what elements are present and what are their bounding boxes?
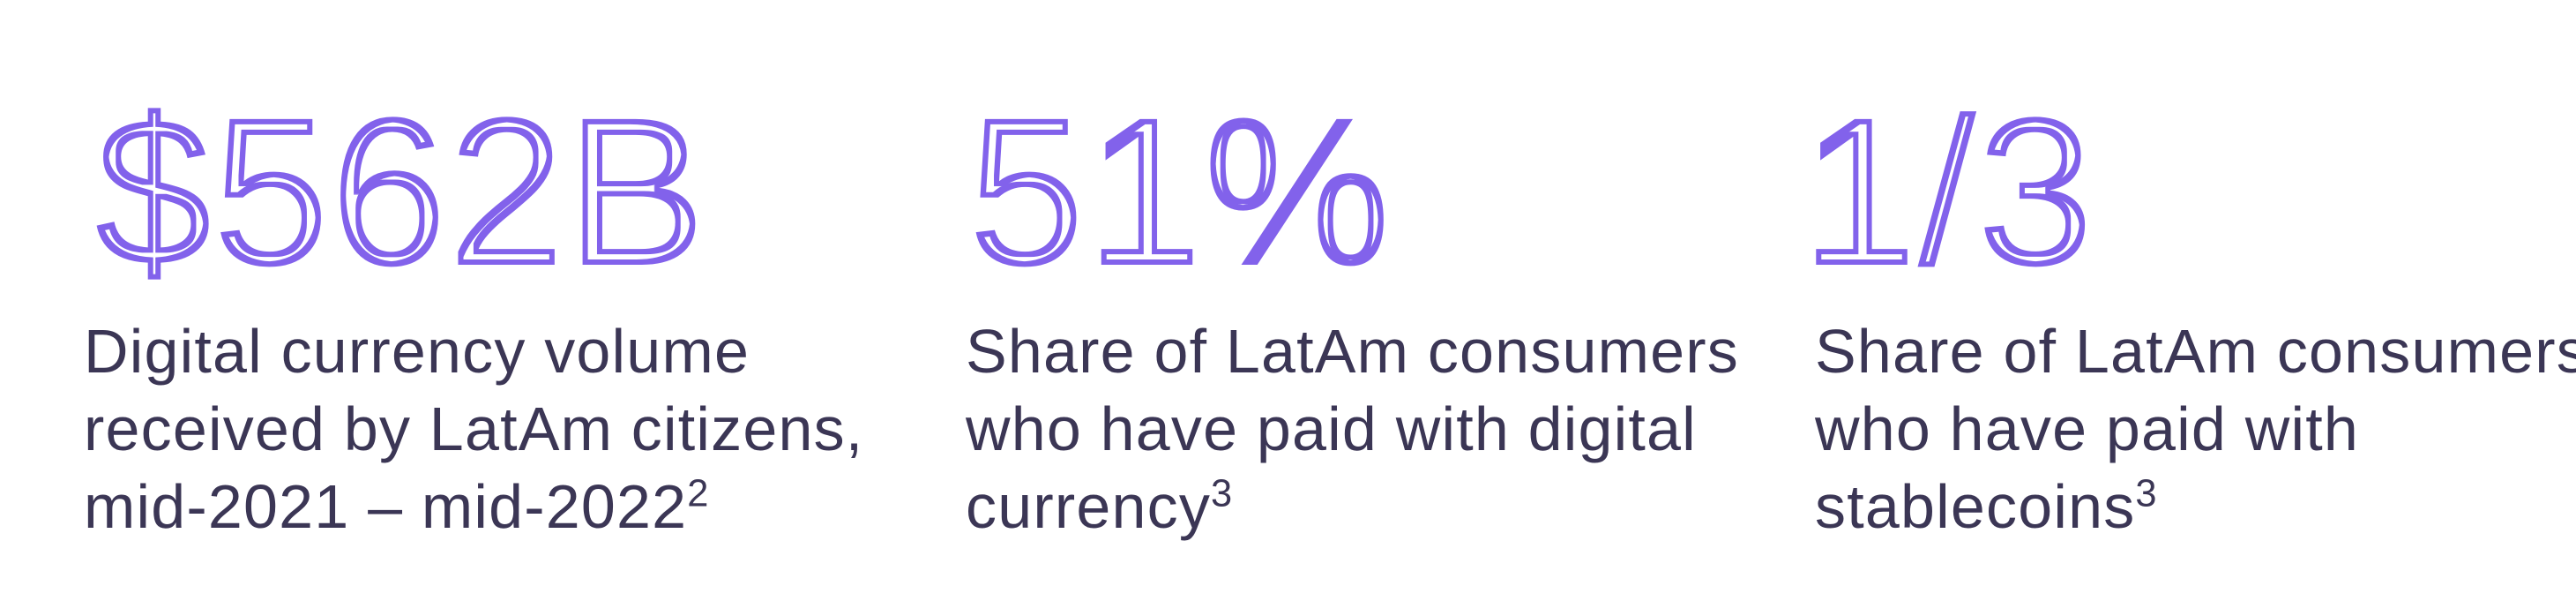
svg-text:1/3: 1/3 bbox=[1800, 73, 2094, 291]
